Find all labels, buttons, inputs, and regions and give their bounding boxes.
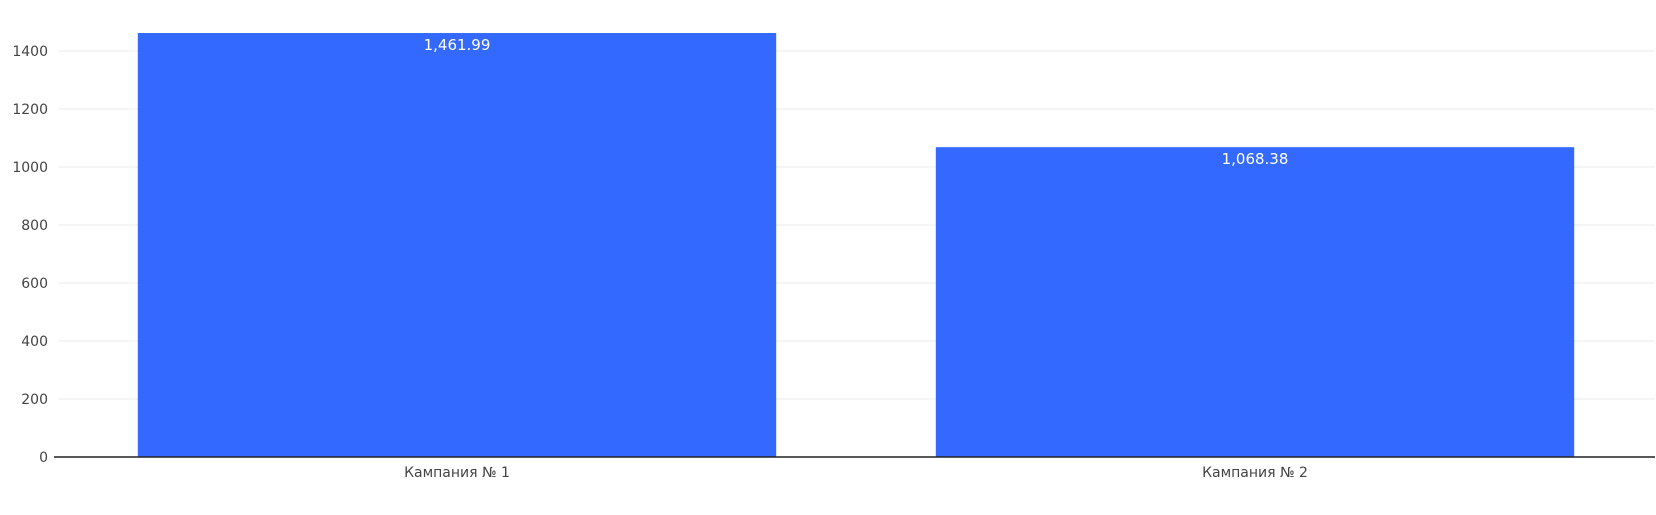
bar-1[interactable]	[137, 33, 777, 458]
y-tick-label: 1200	[12, 102, 48, 118]
y-axis-ticks: 0 200 400 600 800 1000 1200 1400	[12, 44, 48, 466]
data-label-2: 1,068.38	[1222, 150, 1289, 168]
y-tick-label: 400	[21, 334, 48, 350]
y-tick-label: 800	[21, 218, 48, 234]
y-tick-label: 600	[21, 276, 48, 292]
bars	[137, 33, 1575, 458]
bar-2[interactable]	[935, 147, 1575, 457]
data-label-1: 1,461.99	[424, 36, 491, 54]
x-category-label: Кампания № 1	[404, 465, 510, 481]
y-tick-label: 1000	[12, 160, 48, 176]
x-axis-categories: Кампания № 1 Кампания № 2	[404, 465, 1308, 481]
y-tick-label: 200	[21, 392, 48, 408]
data-labels: 1,461.99 1,068.38	[424, 36, 1289, 168]
y-tick-label: 0	[39, 450, 48, 466]
y-tick-label: 1400	[12, 44, 48, 60]
x-category-label: Кампания № 2	[1202, 465, 1308, 481]
